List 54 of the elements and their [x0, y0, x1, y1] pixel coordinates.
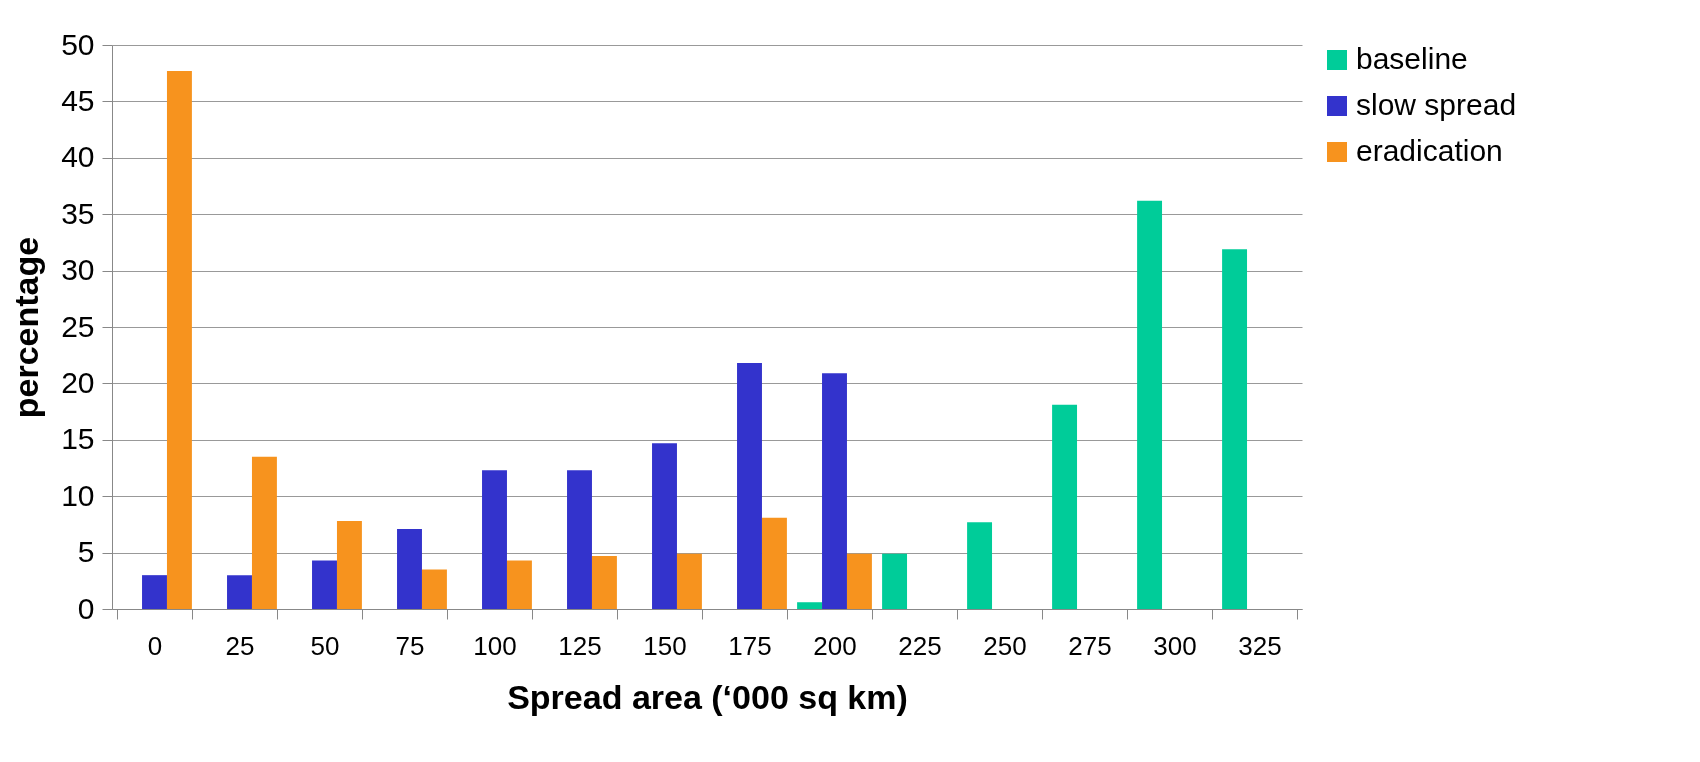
- y-tick-label: 15: [61, 422, 95, 456]
- bar: [1137, 200, 1163, 609]
- bar: [482, 470, 507, 609]
- legend-label: eradication: [1356, 134, 1503, 167]
- bar: [967, 522, 993, 609]
- x-tick-label: 150: [643, 630, 687, 661]
- y-tick-label: 40: [61, 140, 95, 174]
- x-tick-label: 0: [147, 630, 163, 661]
- bar: [1222, 249, 1248, 609]
- bar: [591, 555, 617, 609]
- x-axis-title: Spread area (‘000 sq km): [507, 677, 908, 716]
- x-tick-label: 100: [473, 630, 517, 661]
- y-tick-label: 5: [77, 535, 95, 569]
- bar: [737, 363, 762, 609]
- bar: [761, 517, 787, 609]
- bar: [652, 443, 677, 609]
- y-tick-label: 45: [61, 83, 95, 117]
- bar: [676, 553, 702, 609]
- y-tick-label: 50: [61, 27, 95, 61]
- bar: [421, 569, 447, 609]
- x-tick-label: 50: [310, 630, 340, 661]
- bar: [797, 602, 823, 609]
- bar: [166, 70, 192, 609]
- x-tick-label: 25: [225, 630, 255, 661]
- x-tick-label: 300: [1153, 630, 1197, 661]
- bar: [822, 373, 847, 609]
- bar: [251, 456, 277, 609]
- bar: [506, 560, 532, 609]
- x-tick-label: 125: [558, 630, 602, 661]
- y-axis-title: percentage: [7, 236, 46, 419]
- x-tick-label: 250: [983, 630, 1027, 661]
- y-tick-label: 35: [61, 196, 95, 230]
- x-tick-label: 175: [728, 630, 772, 661]
- y-tick-label: 25: [61, 309, 95, 343]
- x-tick-label: 225: [898, 630, 942, 661]
- bar: [336, 521, 362, 609]
- y-tick-label: 10: [61, 478, 95, 512]
- legend-label: baseline: [1356, 42, 1468, 75]
- y-tick-label: 30: [61, 253, 95, 287]
- bar: [397, 528, 422, 609]
- x-tick-label: 325: [1238, 630, 1282, 661]
- bar: [846, 553, 872, 609]
- y-tick-label: 20: [61, 365, 95, 399]
- x-tick-label: 200: [813, 630, 857, 661]
- bar: [227, 575, 252, 609]
- bar: [567, 470, 592, 609]
- x-tick-label: 275: [1068, 630, 1112, 661]
- bar: [882, 553, 908, 609]
- legend-label: slow spread: [1356, 88, 1517, 121]
- bar: [1052, 404, 1078, 609]
- y-tick-label: 0: [77, 591, 95, 625]
- bar: [312, 560, 337, 609]
- bar: [142, 575, 167, 609]
- x-tick-label: 75: [395, 630, 425, 661]
